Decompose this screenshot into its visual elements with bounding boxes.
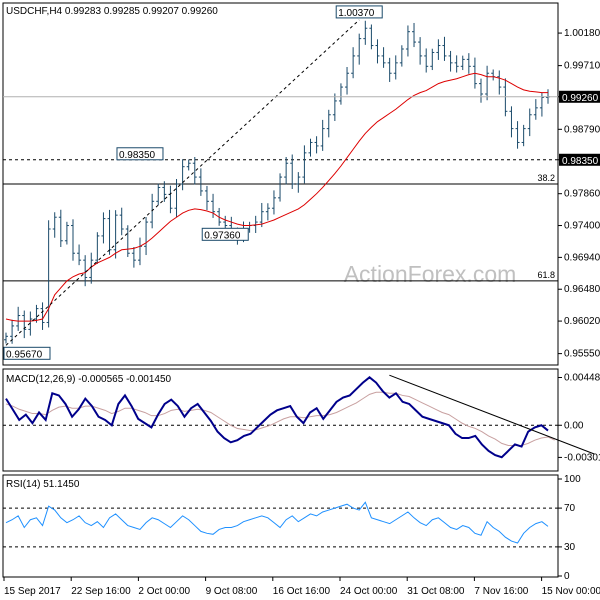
macd-panel: MACD(12,26,9) -0.000565 -0.001450 0.0044… — [2, 368, 600, 472]
x-axis: 15 Sep 2017 22 Sep 16:00 2 Oct 00:00 9 Oct … — [3, 577, 600, 597]
x-tick-label: 7 Nov 16:00 — [474, 586, 528, 597]
rsi-line — [5, 501, 549, 544]
rsi-panel-frame — [2, 474, 559, 578]
price-panel: USDCHF,H4 0.99283 0.99285 0.99207 0.9926… — [2, 2, 600, 366]
price-annotations: 1.00370 0.98350 0.97360 0.95670 — [3, 5, 383, 360]
price-annotation-box — [335, 5, 383, 19]
price-tick-label: 0.95550 — [564, 349, 600, 360]
x-tick-label: 31 Oct 08:00 — [407, 586, 465, 597]
x-tick-label: 24 Oct 00:00 — [340, 586, 398, 597]
rsi-lines — [5, 501, 549, 544]
level-tag — [559, 153, 600, 166]
price-title: USDCHF,H4 0.99283 0.99285 0.99207 0.9926… — [6, 6, 218, 17]
current-price-tag — [559, 90, 600, 103]
rsi-axis: 100 70 30 0 — [3, 474, 581, 582]
price-annotation: 1.00370 — [338, 8, 375, 19]
macd-tick-label: 0.004485 — [564, 372, 600, 383]
macd-tick-label: 0.00 — [564, 420, 584, 431]
x-tick-label: 15 Sep 2017 — [4, 586, 61, 597]
macd-trendline — [389, 374, 595, 455]
fib-level-label: 61.8 — [537, 270, 555, 280]
price-tick-label: 0.99710 — [564, 61, 600, 72]
watermark: ActionForex.com — [344, 261, 517, 287]
current-price: 0.99260 — [3, 90, 600, 104]
price-tick-label: 0.97860 — [564, 189, 600, 200]
price-tick-label: 0.96020 — [564, 316, 600, 327]
x-tick-label: 9 Oct 08:00 — [206, 586, 258, 597]
price-annotation: 0.98350 — [119, 150, 156, 161]
price-tick-label: 0.97400 — [564, 221, 600, 232]
fib-level-label: 38.2 — [537, 173, 555, 183]
price-annotation-box — [201, 227, 249, 241]
rsi-tick-label: 100 — [564, 474, 581, 485]
price-ma — [5, 72, 548, 322]
price-tick-label: 0.96480 — [564, 284, 600, 295]
rsi-tick-label: 70 — [564, 503, 576, 514]
rsi-panel: RSI(14) 51.1450 100 70 30 0 — [2, 474, 581, 582]
rsi-title: RSI(14) 51.1450 — [6, 479, 80, 490]
price-fib — [5, 19, 360, 346]
x-tick-label: 16 Oct 16:00 — [273, 586, 331, 597]
macd-title: MACD(12,26,9) -0.000565 -0.001450 — [6, 374, 172, 385]
fib-trendline — [5, 19, 360, 346]
x-tick-label: 2 Oct 00:00 — [138, 586, 190, 597]
rsi-tick-label: 30 — [564, 542, 576, 553]
price-annotation-box — [3, 346, 51, 360]
macd-line — [5, 376, 549, 459]
price-annotation: 0.97360 — [204, 230, 241, 241]
level-tag-label: 0.98350 — [562, 156, 599, 167]
current-price-label: 0.99260 — [562, 93, 599, 104]
moving-average-line — [5, 72, 548, 322]
macd-tick-label: -0.003018 — [564, 452, 600, 463]
price-annotation-box — [116, 147, 164, 161]
price-tick-label: 0.98790 — [564, 124, 600, 135]
macd-signal-line — [5, 391, 555, 446]
price-tick-label: 0.96940 — [564, 252, 600, 263]
price-tick-label: 1.00180 — [564, 28, 600, 39]
rsi-tick-label: 0 — [564, 571, 570, 582]
price-annotation: 0.95670 — [6, 349, 43, 360]
macd-lines — [5, 374, 595, 459]
macd-panel-frame — [2, 368, 559, 472]
x-tick-label: 15 Nov 00:00 — [542, 586, 600, 597]
x-tick-label: 22 Sep 16:00 — [71, 586, 131, 597]
